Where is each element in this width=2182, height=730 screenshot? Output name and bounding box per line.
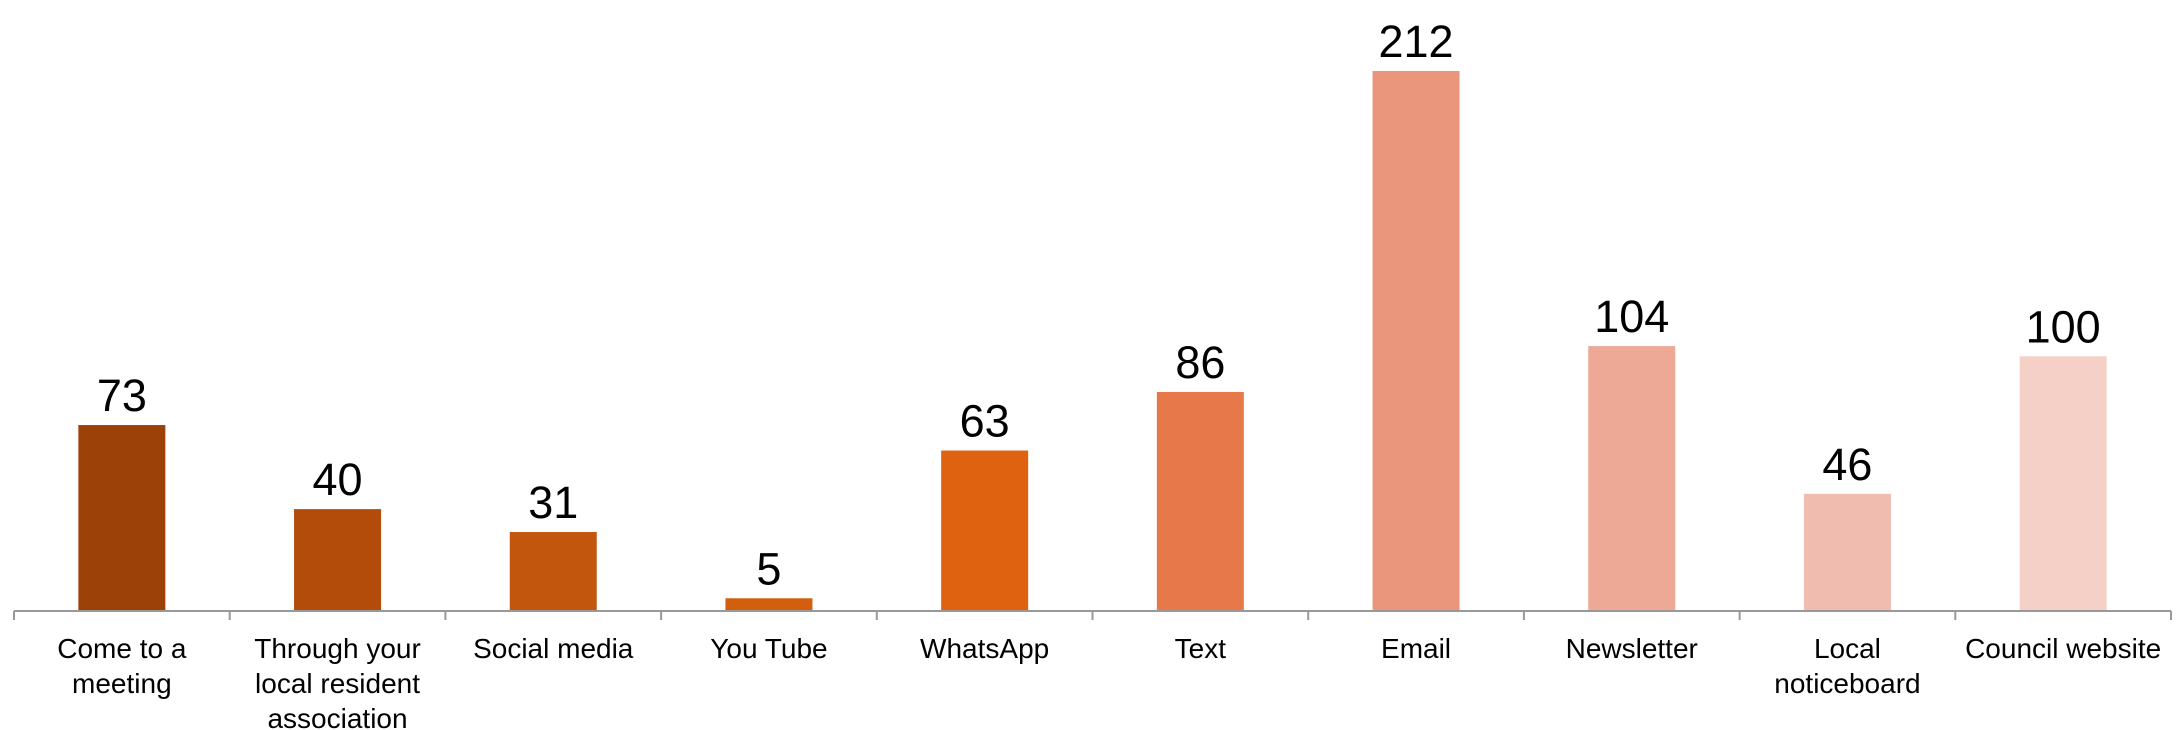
x-tick-label: Email bbox=[1381, 633, 1452, 664]
bar bbox=[509, 532, 597, 611]
bar bbox=[941, 450, 1029, 611]
value-label: 5 bbox=[756, 543, 781, 594]
value-label: 63 bbox=[960, 396, 1010, 447]
bar bbox=[1803, 493, 1891, 611]
value-label: 86 bbox=[1175, 337, 1225, 388]
bar bbox=[1588, 346, 1676, 611]
bar bbox=[1372, 71, 1460, 611]
value-label: 212 bbox=[1379, 16, 1454, 67]
value-label: 100 bbox=[2026, 301, 2101, 352]
x-tick-label: Social media bbox=[473, 633, 634, 664]
bar bbox=[2019, 356, 2107, 611]
x-tick-label: Come to a meeting bbox=[57, 633, 187, 699]
x-tick-label: WhatsApp bbox=[920, 633, 1050, 664]
value-label: 104 bbox=[1594, 291, 1669, 342]
value-label: 46 bbox=[1822, 439, 1872, 490]
value-label: 40 bbox=[313, 454, 363, 505]
bar bbox=[1156, 391, 1244, 611]
x-tick-label: Local noticeboard bbox=[1774, 633, 1921, 699]
x-tick-label: Newsletter bbox=[1565, 633, 1698, 664]
bar bbox=[294, 509, 382, 611]
value-label: 31 bbox=[528, 477, 578, 528]
x-tick-label: You Tube bbox=[710, 633, 828, 664]
bar bbox=[725, 598, 813, 611]
value-label: 73 bbox=[97, 370, 147, 421]
x-tick-label: Council website bbox=[1965, 633, 2162, 664]
x-tick-label: Through your local resident association bbox=[254, 633, 421, 730]
x-tick-label: Text bbox=[1174, 633, 1227, 664]
bar bbox=[78, 425, 166, 611]
